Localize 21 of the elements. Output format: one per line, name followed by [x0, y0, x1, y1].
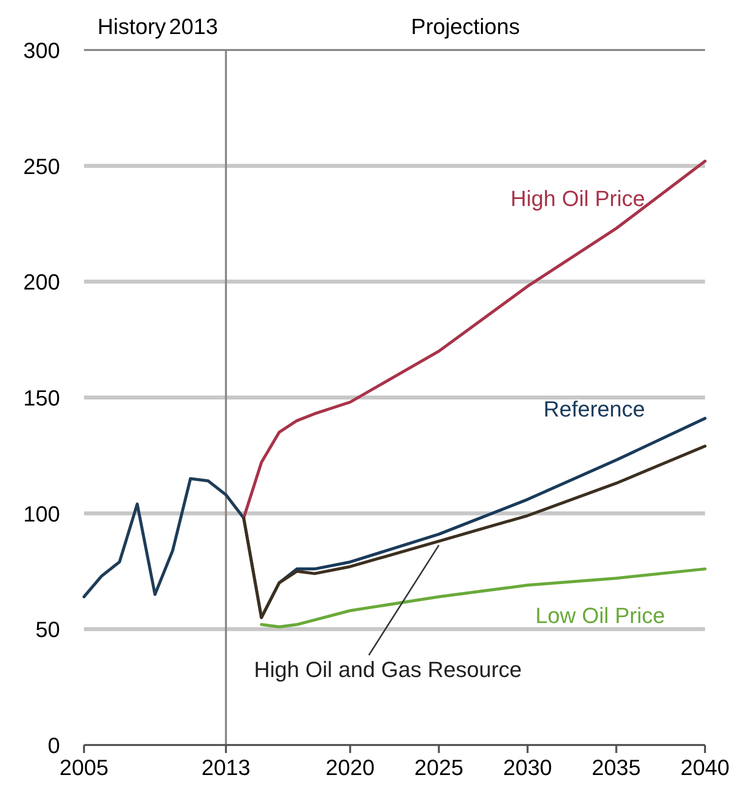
x-tick-label: 2035	[592, 755, 641, 780]
ref-line-label: 2013	[168, 14, 218, 39]
series-label: High Oil and Gas Resource	[254, 657, 522, 682]
y-tick-label: 300	[23, 38, 60, 63]
x-tick-label: 2025	[414, 755, 464, 780]
series-label: Low Oil Price	[535, 603, 665, 628]
x-tick-label: 2030	[503, 755, 552, 780]
y-tick-label: 250	[23, 154, 60, 179]
text: Projections	[411, 14, 520, 39]
y-tick-label: 200	[23, 270, 60, 295]
y-tick-label: 50	[36, 617, 60, 642]
series-label: High Oil Price	[510, 186, 645, 212]
x-tick-label: 2013	[201, 755, 250, 780]
x-tick-label: 2005	[60, 755, 108, 780]
y-tick-label: 100	[23, 501, 60, 526]
text: History	[97, 14, 166, 39]
series-label: Reference	[543, 396, 645, 422]
y-tick-label: 0	[48, 733, 60, 758]
y-tick-label: 150	[23, 386, 60, 410]
x-tick-label: 2020	[326, 755, 375, 780]
x-tick-label: 2040	[680, 755, 730, 780]
